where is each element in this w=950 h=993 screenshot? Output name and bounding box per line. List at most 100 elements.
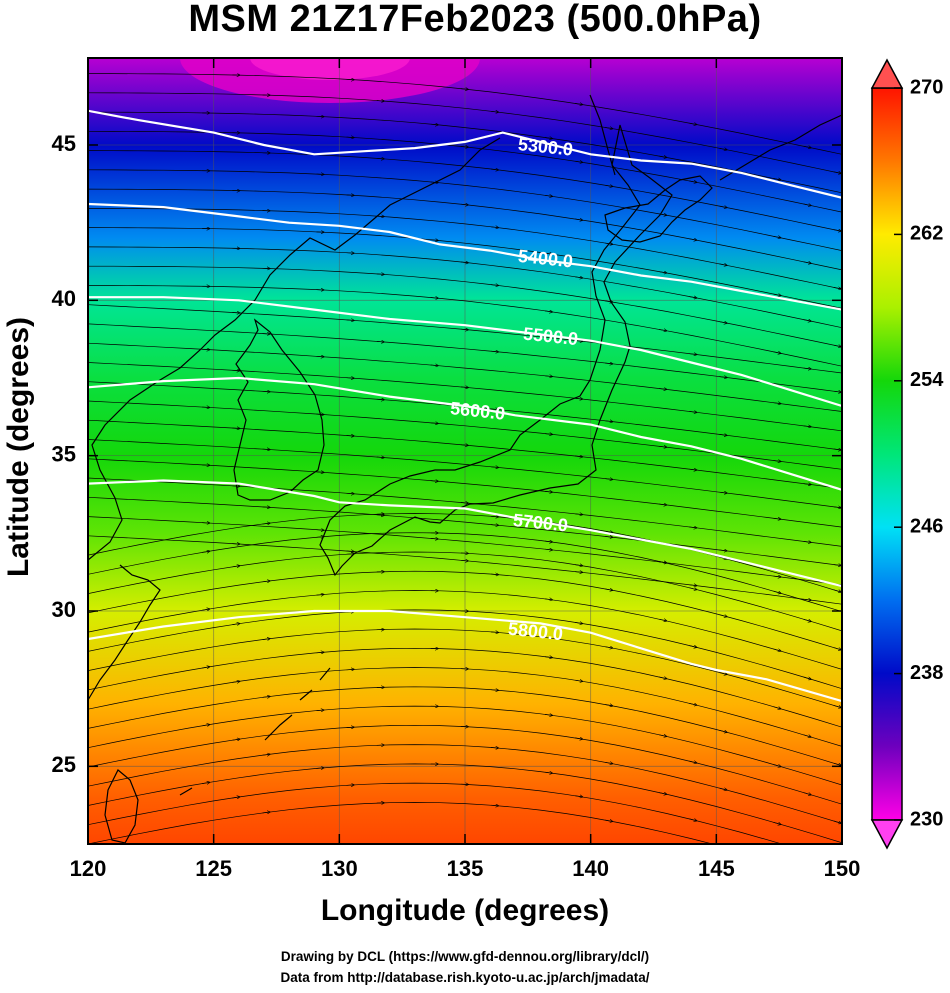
streamline-arrow	[262, 812, 271, 813]
streamline-arrow	[346, 195, 355, 196]
streamline-arrow	[803, 599, 812, 600]
streamline-arrow	[316, 356, 325, 357]
contour-5600.0	[88, 376, 842, 491]
streamline-arrow	[544, 434, 553, 435]
streamline-arrow	[719, 550, 728, 551]
streamline-arrow	[605, 705, 613, 706]
streamline-arrow	[773, 403, 782, 404]
streamline-arrow	[659, 793, 667, 795]
streamline-arrow	[803, 619, 812, 621]
streamline-arrow	[689, 703, 697, 705]
streamline-arrow	[659, 735, 667, 737]
streamline-arrow	[833, 345, 842, 347]
streamline-arrow	[460, 204, 469, 205]
streamline-arrow	[575, 277, 583, 278]
streamline-arrow	[803, 676, 812, 679]
streamline-arrow	[490, 227, 499, 228]
streamline-arrow	[803, 146, 812, 148]
colorbar-tick-label: 238	[910, 662, 943, 684]
streamline-arrow	[833, 647, 842, 650]
y-tick-label: 40	[52, 286, 76, 311]
streamline-10	[88, 265, 842, 348]
streamline-arrow	[803, 320, 812, 322]
streamline-arrow	[490, 516, 499, 517]
streamline-arrow	[232, 739, 240, 740]
streamline-arrow	[262, 754, 271, 755]
streamline-arrow	[605, 589, 613, 590]
streamline-arrow	[605, 128, 613, 129]
streamline-arrow	[803, 204, 812, 206]
streamline-arrow	[262, 696, 271, 697]
cold-core-inner	[250, 58, 410, 80]
streamline-arrow	[346, 79, 355, 80]
streamline-23	[88, 516, 842, 586]
streamline-arrow	[430, 365, 439, 366]
contour-5300.0	[88, 109, 842, 199]
colorbar-tick-label: 246	[910, 515, 943, 537]
streamline-29	[88, 590, 842, 670]
streamline-arrow	[605, 762, 613, 763]
streamline-arrow	[605, 820, 613, 821]
streamline-arrow	[262, 523, 271, 524]
streamline-arrow	[659, 677, 667, 679]
streamline-arrow	[376, 158, 385, 159]
streamline-arrow	[689, 588, 697, 590]
cold-core	[180, 58, 480, 103]
streamline-arrow	[460, 329, 469, 330]
streamline-arrow	[803, 541, 812, 542]
streamline-arrow	[544, 195, 553, 196]
streamline-arrow	[202, 725, 210, 726]
streamline-31	[88, 628, 842, 709]
streamline-arrow	[689, 469, 697, 470]
y-tick-label: 30	[52, 597, 76, 622]
x-tick-label: 135	[447, 856, 484, 881]
coastline-ryukyu	[179, 667, 331, 796]
streamline-arrow	[262, 581, 271, 582]
streamline-2	[88, 111, 842, 194]
streamline-arrow	[605, 421, 613, 422]
streamline-arrow	[575, 572, 583, 573]
streamline-arrow	[833, 230, 842, 232]
streamline-arrow	[833, 507, 842, 508]
streamline-arrow	[490, 748, 499, 749]
streamline-arrow	[833, 565, 842, 566]
streamline-arrow	[605, 479, 613, 480]
streamline-arrow	[575, 796, 583, 797]
streamline-arrow	[346, 727, 355, 728]
streamline-arrow	[544, 541, 553, 542]
x-axis: 120 125 130 135 140 145 150	[70, 58, 860, 881]
streamline-arrow	[719, 148, 728, 150]
streamline-arrow	[490, 467, 499, 468]
streamline-arrow	[544, 549, 553, 550]
streamline-arrow	[544, 491, 553, 492]
colorbar-extend-min	[870, 819, 904, 850]
streamline-arrow	[544, 138, 553, 139]
streamline-arrow	[833, 820, 842, 823]
streamline-arrow	[719, 673, 728, 675]
streamline-arrow	[460, 146, 469, 147]
streamline-arrow	[773, 461, 782, 462]
streamline-arrow	[803, 734, 812, 737]
streamline-arrow	[232, 681, 240, 682]
streamline-32	[88, 647, 842, 728]
streamline-arrow	[659, 330, 667, 331]
streamline-arrow	[689, 123, 697, 124]
streamline-arrow	[376, 101, 385, 102]
streamline-arrow	[803, 262, 812, 264]
streamline-arrow	[490, 525, 499, 526]
x-tick-label: 145	[698, 856, 735, 881]
streamline-13	[88, 323, 842, 393]
streamline-28	[88, 570, 842, 651]
streamline-arrow	[575, 738, 583, 739]
streamline-arrow	[544, 657, 553, 658]
y-tick-label: 45	[52, 131, 76, 156]
streamline-arrow	[544, 253, 553, 254]
streamline-arrow	[430, 298, 439, 299]
streamline-arrow	[430, 124, 439, 125]
streamline-arrow	[659, 389, 667, 390]
streamline-arrow	[720, 846, 728, 848]
streamline-arrow	[262, 449, 271, 450]
x-axis-label: Longitude (degrees)	[320, 894, 610, 927]
streamline-35	[88, 705, 842, 786]
streamline-arrow	[490, 169, 499, 170]
